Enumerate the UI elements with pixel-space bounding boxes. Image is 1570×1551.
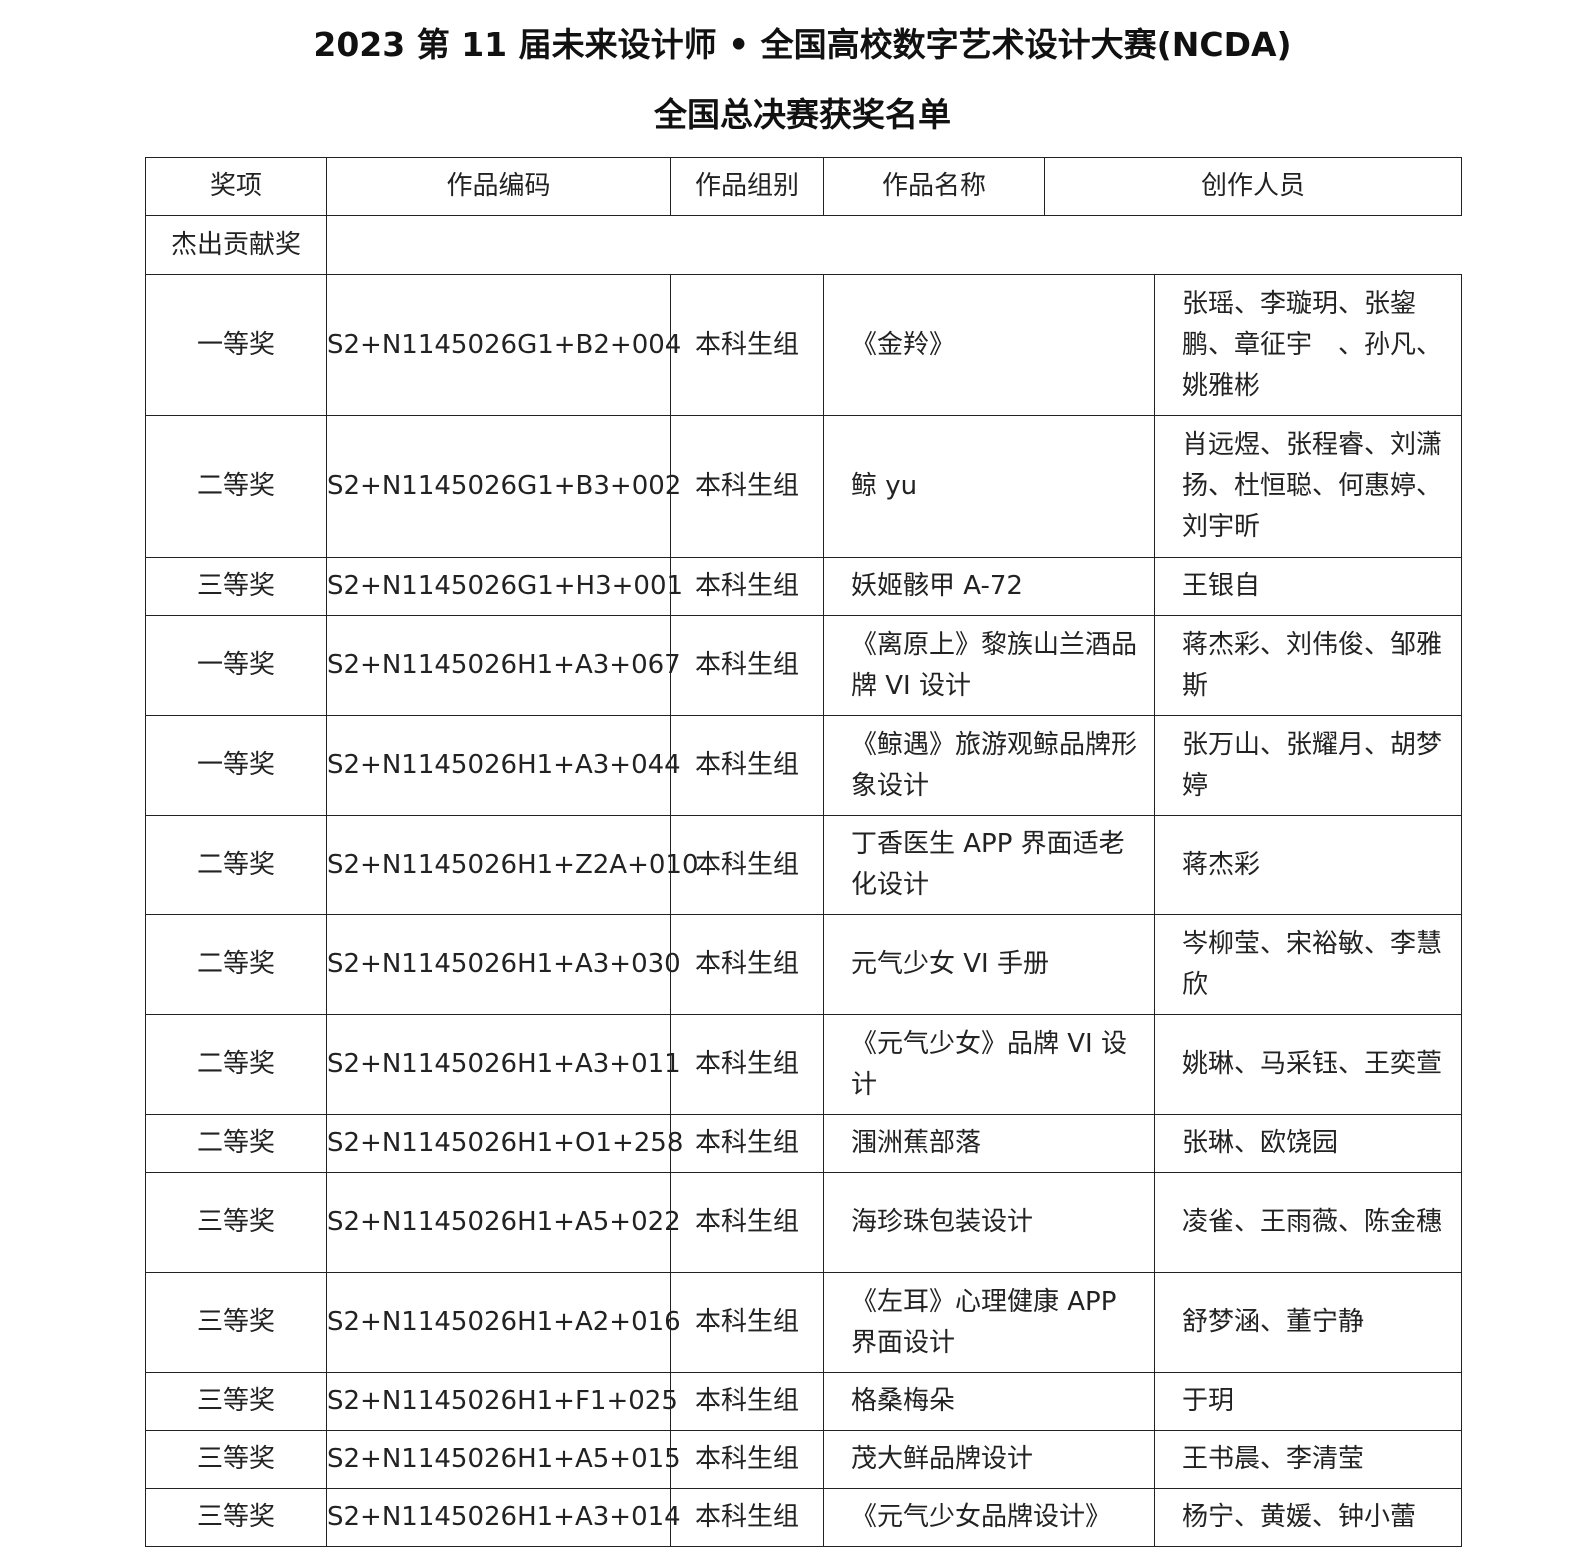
cell-group: 本科生组 — [670, 1172, 824, 1273]
cell-award: 二等奖 — [145, 815, 327, 915]
cell-code: S2+N1145026H1+A3+044 — [326, 715, 681, 816]
table-row: 一等奖 S2+N1145026G1+B2+004 本科生组 《金羚》 张瑶、李璇玥、张鋆… — [145, 274, 1462, 416]
section-row: 杰出贡献奖 — [145, 215, 1462, 275]
cell-award: 一等奖 — [145, 274, 327, 416]
table-row: 二等奖 S2+N1145026H1+A3+030 本科生组 元气少女 VI 手册 岑柳莹… — [145, 914, 1462, 1015]
table-row: 三等奖 S2+N1145026G1+H3+001 本科生组 妖姬骸甲 A-72 王银自 — [145, 557, 1462, 616]
cell-award: 一等奖 — [145, 715, 327, 816]
cell-award: 三等奖 — [145, 1272, 327, 1373]
cell-group: 本科生组 — [670, 1014, 824, 1115]
cell-work: 《离原上》黎族山兰酒品牌 VI 设计 — [823, 615, 1155, 716]
table-row: 三等奖 S2+N1145026H1+A3+014 本科生组 《元气少女品牌设计》 杨宁、… — [145, 1488, 1462, 1547]
cell-code: S2+N1145026H1+Z2A+010 — [326, 815, 699, 915]
cell-work: 鲸 yu — [823, 415, 1155, 558]
cell-work: 海珍珠包装设计 — [823, 1172, 1155, 1273]
cell-group: 本科生组 — [670, 1114, 824, 1173]
cell-creators: 张万山、张耀月、胡梦婷 — [1154, 715, 1462, 816]
cell-group: 本科生组 — [670, 615, 824, 716]
cell-creators: 张瑶、李璇玥、张鋆鹏、章征宇 、孙凡、姚雅彬 — [1154, 274, 1462, 416]
cell-code: S2+N1145026H1+A3+067 — [326, 615, 681, 716]
cell-group: 本科生组 — [670, 557, 824, 616]
cell-creators: 肖远煜、张程睿、刘潇扬、杜恒聪、何惠婷、刘宇昕 — [1154, 415, 1462, 558]
cell-group: 本科生组 — [670, 815, 824, 915]
cell-award: 二等奖 — [145, 914, 327, 1015]
cell-group: 本科生组 — [670, 914, 824, 1015]
cell-creators: 岑柳莹、宋裕敏、李慧欣 — [1154, 914, 1462, 1015]
cell-code: S2+N1145026H1+F1+025 — [326, 1372, 678, 1431]
cell-award: 二等奖 — [145, 1114, 327, 1173]
cell-work: 元气少女 VI 手册 — [823, 914, 1155, 1015]
cell-code: S2+N1145026H1+A2+016 — [326, 1272, 681, 1373]
cell-creators: 凌雀、王雨薇、陈金穗 — [1154, 1172, 1462, 1273]
cell-creators: 王银自 — [1154, 557, 1462, 616]
table-row: 三等奖 S2+N1145026H1+A5+022 本科生组 海珍珠包装设计 凌雀、王雨薇… — [145, 1172, 1462, 1273]
cell-code: S2+N1145026H1+A3+011 — [326, 1014, 681, 1115]
table-row: 三等奖 S2+N1145026H1+F1+025 本科生组 格桑梅朵 于玥 — [145, 1372, 1462, 1431]
cell-creators: 蒋杰彩、刘伟俊、邹雅斯 — [1154, 615, 1462, 716]
cell-code: S2+N1145026H1+A3+014 — [326, 1488, 681, 1547]
cell-group: 本科生组 — [670, 1372, 824, 1431]
cell-group: 本科生组 — [670, 1430, 824, 1489]
cell-work: 《鲸遇》旅游观鲸品牌形象设计 — [823, 715, 1155, 816]
cell-code: S2+N1145026G1+B3+002 — [326, 415, 681, 558]
cell-code: S2+N1145026H1+A5+022 — [326, 1172, 681, 1273]
cell-group: 本科生组 — [670, 1272, 824, 1373]
cell-group: 本科生组 — [670, 415, 824, 558]
table-row: 二等奖 S2+N1145026G1+B3+002 本科生组鲸 yu 肖远煜、张程睿、刘… — [145, 415, 1462, 558]
cell-creators: 舒梦涵、董宁静 — [1154, 1272, 1462, 1373]
cell-award: 三等奖 — [145, 1430, 327, 1489]
document-title: 2023 第 11 届未来设计师 • 全国高校数字艺术设计大赛(NCDA) — [313, 25, 1292, 64]
cell-code: S2+N1145026H1+A5+015 — [326, 1430, 681, 1489]
header-award: 奖项 — [145, 157, 327, 216]
cell-creators: 杨宁、黄媛、钟小蕾 — [1154, 1488, 1462, 1547]
cell-work: 涠洲蕉部落 — [823, 1114, 1155, 1173]
cell-work: 丁香医生 APP 界面适老化设计 — [823, 815, 1155, 915]
cell-creators: 姚琳、马采钰、王奕萱 — [1154, 1014, 1462, 1115]
cell-code: S2+N1145026H1+O1+258 — [326, 1114, 683, 1173]
cell-award: 二等奖 — [145, 415, 327, 558]
cell-work: 《元气少女》品牌 VI 设计 — [823, 1014, 1155, 1115]
document-subtitle: 全国总决赛获奖名单 — [654, 95, 951, 134]
cell-award: 三等奖 — [145, 1372, 327, 1431]
cell-group: 本科生组 — [670, 274, 824, 416]
cell-award: 一等奖 — [145, 615, 327, 716]
awards-table: 杰出贡献奖 一等奖 S2+N1145026G1+B2+004 本科生组 《金羚》 张瑶、… — [145, 215, 1462, 1547]
header-creators: 创作人员 — [1044, 157, 1462, 216]
cell-work: 妖姬骸甲 A-72 — [823, 557, 1155, 616]
cell-creators: 张琳、欧饶园 — [1154, 1114, 1462, 1173]
table-row: 二等奖 S2+N1145026H1+O1+258 本科生组 涠洲蕉部落 张琳、欧饶园 — [145, 1114, 1462, 1173]
cell-award: 二等奖 — [145, 1014, 327, 1115]
cell-award: 三等奖 — [145, 1172, 327, 1273]
cell-work: 《左耳》心理健康 APP 界面设计 — [823, 1272, 1155, 1373]
table-row: 二等奖 S2+N1145026H1+Z2A+010 本科生组 丁香医生 APP 界面适… — [145, 815, 1462, 915]
cell-creators: 于玥 — [1154, 1372, 1462, 1431]
cell-group: 本科生组 — [670, 715, 824, 816]
section-label: 杰出贡献奖 — [145, 215, 327, 275]
table-row: 三等奖 S2+N1145026H1+A5+015 本科生组 茂大鲜品牌设计 王书晨、李清… — [145, 1430, 1462, 1489]
table-row: 一等奖 S2+N1145026H1+A3+044 本科生组 《鲸遇》旅游观鲸品牌形象设… — [145, 715, 1462, 816]
table-row: 二等奖 S2+N1145026H1+A3+011 本科生组 《元气少女》品牌 VI 设… — [145, 1014, 1462, 1115]
cell-work: 《元气少女品牌设计》 — [823, 1488, 1155, 1547]
cell-code: S2+N1145026H1+A3+030 — [326, 914, 681, 1015]
cell-work: 茂大鲜品牌设计 — [823, 1430, 1155, 1489]
cell-code: S2+N1145026G1+B2+004 — [326, 274, 681, 416]
cell-award: 三等奖 — [145, 557, 327, 616]
cell-work: 《金羚》 — [823, 274, 1155, 416]
header-code: 作品编码 — [326, 157, 671, 216]
table-row: 三等奖 S2+N1145026H1+A2+016 本科生组 《左耳》心理健康 APP … — [145, 1272, 1462, 1373]
cell-award: 三等奖 — [145, 1488, 327, 1547]
header-work: 作品名称 — [823, 157, 1045, 216]
cell-creators: 蒋杰彩 — [1154, 815, 1462, 915]
table-row: 一等奖 S2+N1145026H1+A3+067 本科生组 《离原上》黎族山兰酒品牌 … — [145, 615, 1462, 716]
header-group: 作品组别 — [670, 157, 824, 216]
section-empty — [326, 215, 1462, 275]
cell-group: 本科生组 — [670, 1488, 824, 1547]
cell-code: S2+N1145026G1+H3+001 — [326, 557, 683, 616]
cell-work: 格桑梅朵 — [823, 1372, 1155, 1431]
table-header: 奖项 作品编码 作品组别 作品名称 创作人员 — [145, 157, 1462, 216]
cell-creators: 王书晨、李清莹 — [1154, 1430, 1462, 1489]
